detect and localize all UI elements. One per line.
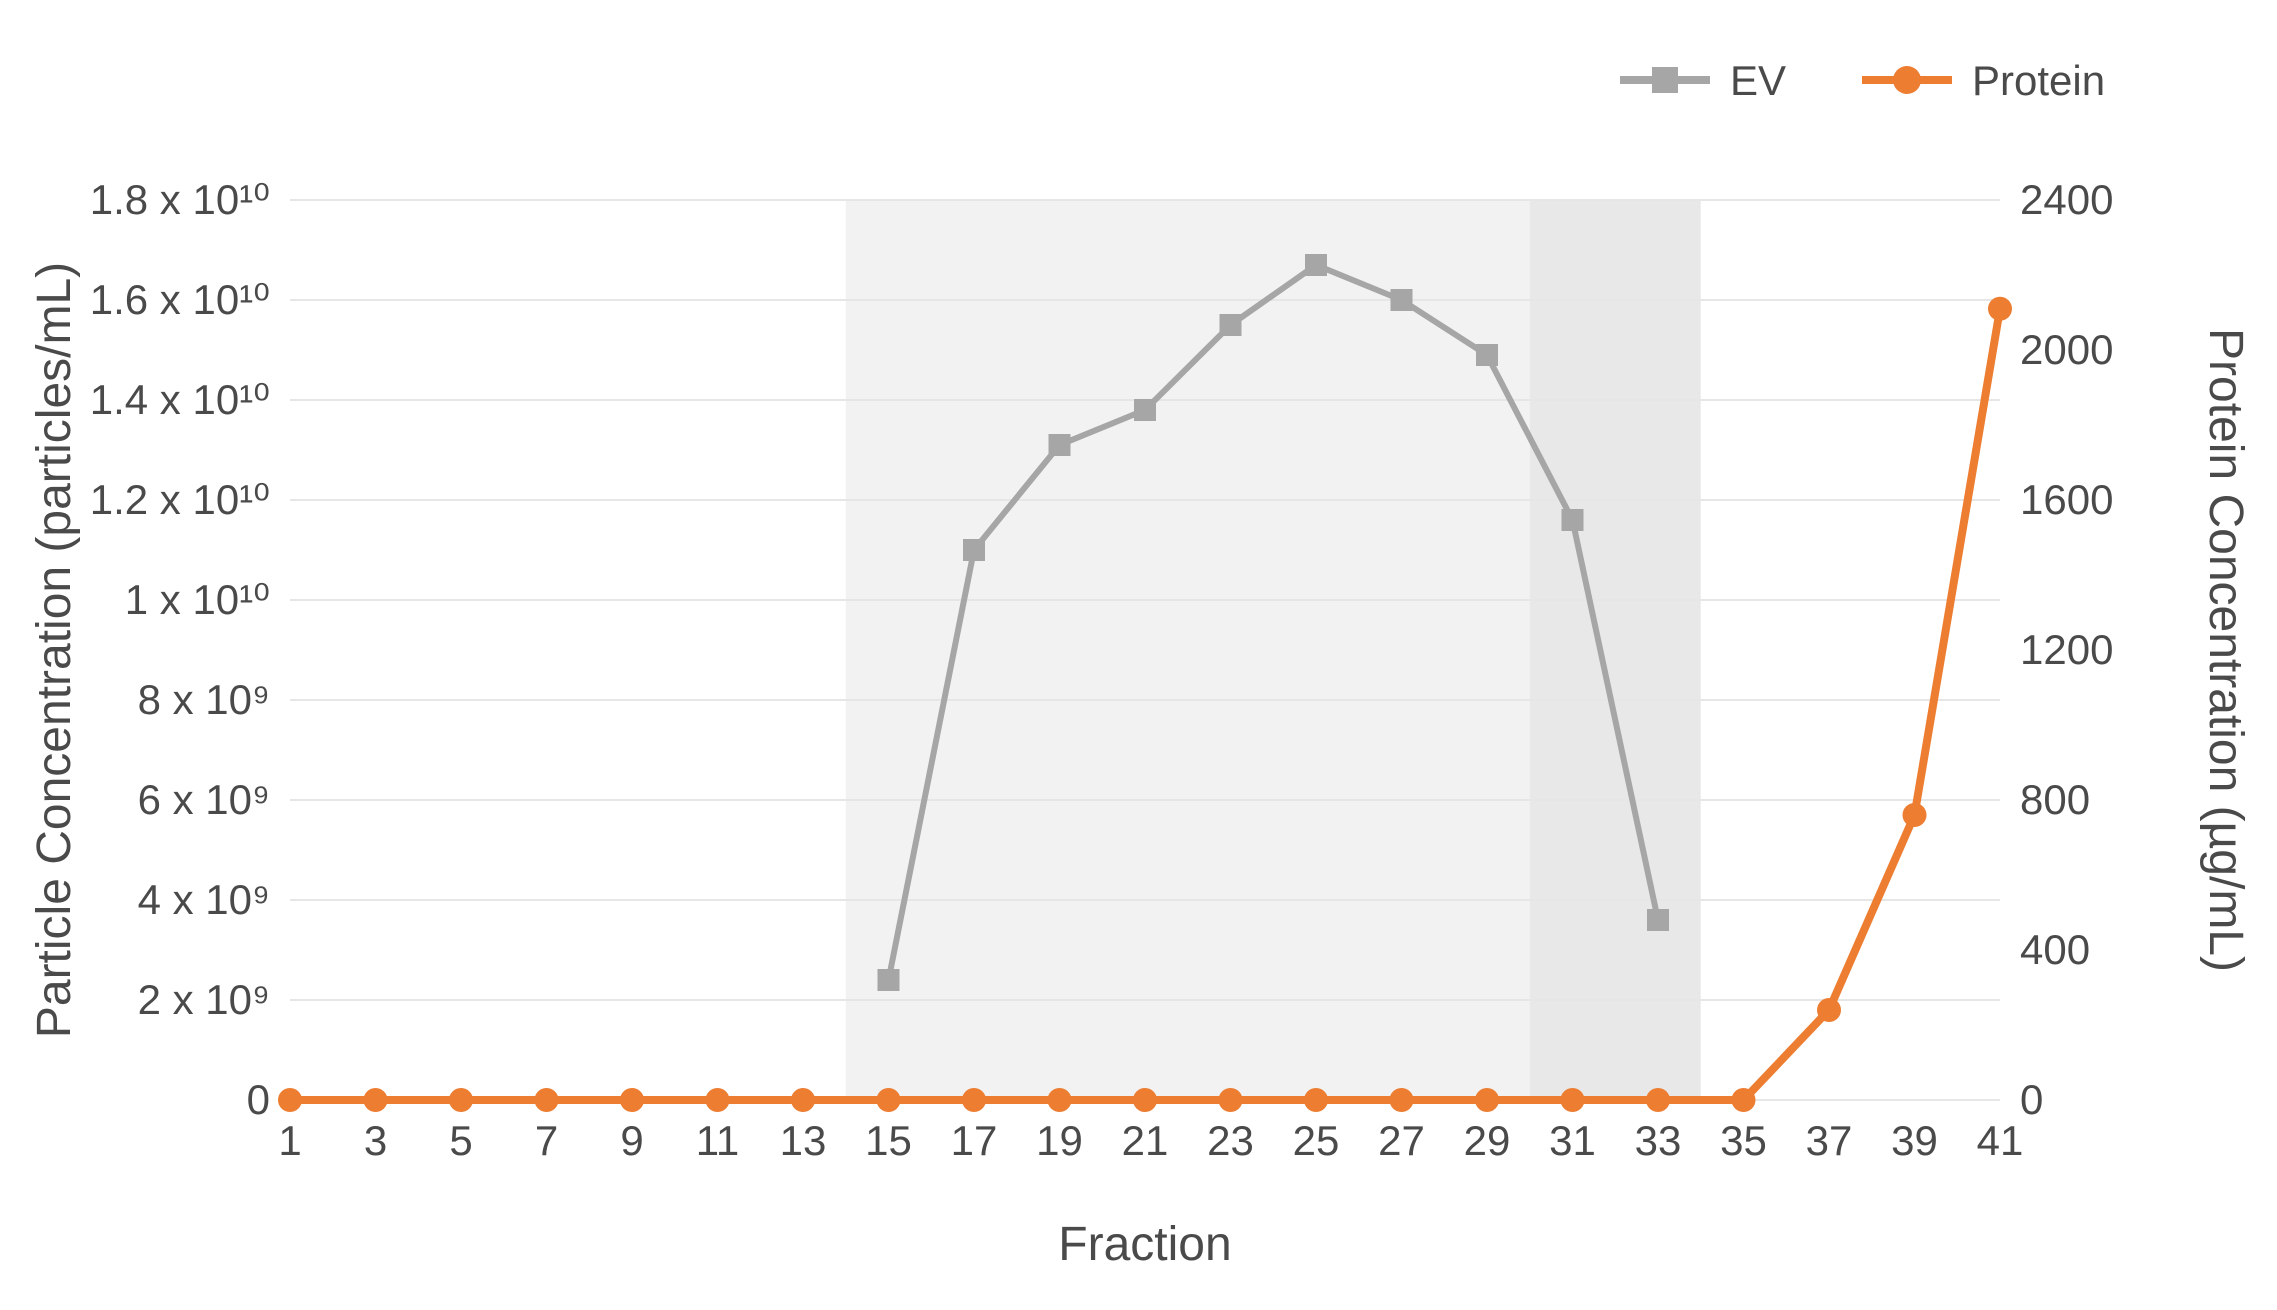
marker-circle xyxy=(1646,1088,1670,1112)
marker-circle xyxy=(791,1088,815,1112)
shaded-region xyxy=(846,200,1530,1100)
x-tick-label: 25 xyxy=(1293,1117,1340,1164)
marker-square xyxy=(1220,314,1242,336)
marker-square xyxy=(878,969,900,991)
marker-circle xyxy=(1561,1088,1585,1112)
x-tick-label: 27 xyxy=(1378,1117,1425,1164)
x-tick-label: 3 xyxy=(364,1117,387,1164)
x-tick-label: 21 xyxy=(1122,1117,1169,1164)
x-tick-label: 33 xyxy=(1635,1117,1682,1164)
x-tick-label: 11 xyxy=(696,1117,740,1164)
y-right-tick-label: 0 xyxy=(2020,1076,2043,1123)
y-right-tick-label: 800 xyxy=(2020,776,2090,823)
y-right-tick-label: 2000 xyxy=(2020,326,2113,373)
marker-square xyxy=(1305,254,1327,276)
y-left-tick-label: 1.6 x 10¹⁰ xyxy=(90,276,270,323)
marker-circle xyxy=(962,1088,986,1112)
marker-circle xyxy=(1133,1088,1157,1112)
x-tick-label: 1 xyxy=(278,1117,301,1164)
marker-circle xyxy=(1732,1088,1756,1112)
marker-square xyxy=(1391,289,1413,311)
marker-square xyxy=(1134,399,1156,421)
y-left-tick-label: 1.2 x 10¹⁰ xyxy=(90,476,270,523)
x-tick-label: 29 xyxy=(1464,1117,1511,1164)
marker-circle xyxy=(706,1088,730,1112)
chart-container: 1357911131517192123252729313335373941Fra… xyxy=(0,0,2277,1310)
marker-circle xyxy=(1048,1088,1072,1112)
marker-square xyxy=(963,539,985,561)
x-tick-label: 23 xyxy=(1207,1117,1254,1164)
y-right-tick-label: 1200 xyxy=(2020,626,2113,673)
y-left-axis-title: Particle Concentration (particles/mL) xyxy=(28,262,81,1038)
x-tick-label: 13 xyxy=(780,1117,827,1164)
shaded-region xyxy=(1530,200,1701,1100)
x-axis-title: Fraction xyxy=(1058,1218,1231,1271)
y-right-axis-title: Protein Concentration (µg/mL) xyxy=(2199,328,2252,972)
marker-circle xyxy=(1988,297,2012,321)
marker-circle xyxy=(1219,1088,1243,1112)
y-left-tick-label: 6 x 10⁹ xyxy=(138,776,270,823)
marker-circle xyxy=(620,1088,644,1112)
y-left-tick-label: 1.4 x 10¹⁰ xyxy=(90,376,270,423)
marker-square xyxy=(1049,434,1071,456)
x-tick-label: 15 xyxy=(865,1117,912,1164)
marker-circle xyxy=(449,1088,473,1112)
marker-square xyxy=(1562,509,1584,531)
legend-label: EV xyxy=(1730,57,1786,104)
marker-circle xyxy=(364,1088,388,1112)
marker-circle xyxy=(535,1088,559,1112)
marker-square xyxy=(1476,344,1498,366)
x-tick-label: 39 xyxy=(1891,1117,1938,1164)
marker-square xyxy=(1647,909,1669,931)
x-tick-label: 7 xyxy=(535,1117,558,1164)
y-right-tick-label: 2400 xyxy=(2020,176,2113,223)
marker-circle xyxy=(1390,1088,1414,1112)
x-tick-label: 31 xyxy=(1549,1117,1596,1164)
marker-circle xyxy=(1903,803,1927,827)
x-tick-label: 41 xyxy=(1977,1117,2024,1164)
marker-circle xyxy=(1304,1088,1328,1112)
x-tick-label: 5 xyxy=(449,1117,472,1164)
y-left-tick-label: 2 x 10⁹ xyxy=(138,976,270,1023)
x-tick-label: 37 xyxy=(1806,1117,1853,1164)
y-right-tick-label: 400 xyxy=(2020,926,2090,973)
y-left-tick-label: 4 x 10⁹ xyxy=(138,876,270,923)
y-left-tick-label: 1 x 10¹⁰ xyxy=(125,576,270,623)
x-tick-label: 19 xyxy=(1036,1117,1083,1164)
x-tick-label: 17 xyxy=(951,1117,998,1164)
x-tick-label: 9 xyxy=(620,1117,643,1164)
x-tick-label: 35 xyxy=(1720,1117,1767,1164)
dual-axis-line-chart: 1357911131517192123252729313335373941Fra… xyxy=(0,0,2277,1310)
legend-label: Protein xyxy=(1972,57,2105,104)
marker-circle xyxy=(1475,1088,1499,1112)
marker-circle xyxy=(1817,998,1841,1022)
marker-circle xyxy=(877,1088,901,1112)
y-left-tick-label: 8 x 10⁹ xyxy=(138,676,270,723)
y-right-tick-label: 1600 xyxy=(2020,476,2113,523)
marker-circle xyxy=(278,1088,302,1112)
y-left-tick-label: 1.8 x 10¹⁰ xyxy=(90,176,270,223)
y-left-tick-label: 0 xyxy=(247,1076,270,1123)
